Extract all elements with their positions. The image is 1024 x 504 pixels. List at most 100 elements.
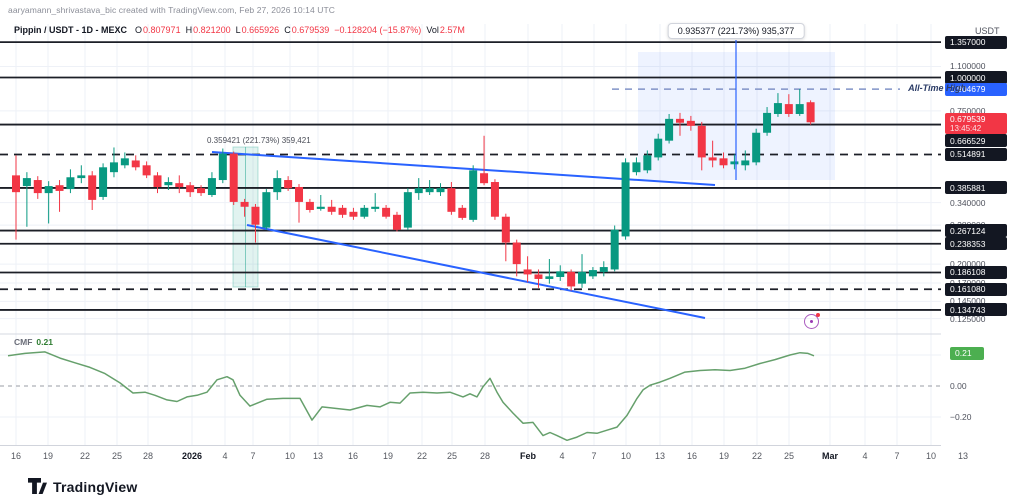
price-level-label: 0.514891 bbox=[945, 147, 1007, 161]
candle-body bbox=[175, 183, 184, 187]
candle-body bbox=[447, 188, 456, 212]
time-tick: 10 bbox=[925, 451, 936, 461]
candle-body bbox=[588, 270, 597, 277]
anchor-ring-icon bbox=[804, 314, 819, 329]
candle-body bbox=[480, 173, 489, 184]
candle-body bbox=[534, 274, 543, 279]
candle-body bbox=[523, 269, 532, 275]
price-axis[interactable]: USDT 1.1000000.7500000.3400000.2800000.2… bbox=[941, 0, 1024, 470]
candle-body bbox=[665, 118, 674, 141]
drawing-anchor-icon[interactable] bbox=[804, 313, 820, 329]
candle-body bbox=[33, 180, 42, 194]
price-level-label: 0.267124 bbox=[945, 224, 1007, 238]
candle-body bbox=[305, 201, 314, 210]
time-tick: 4 bbox=[862, 451, 868, 461]
measure-tooltip: 0.935377 (221.73%) 935,377 bbox=[667, 23, 805, 39]
time-tick: 25 bbox=[783, 451, 794, 461]
ohlc-close: C 0.679539 bbox=[284, 25, 330, 35]
trendline[interactable] bbox=[211, 151, 716, 186]
candle-body bbox=[131, 160, 140, 168]
candle-body bbox=[66, 177, 75, 190]
time-tick: 19 bbox=[382, 451, 393, 461]
candle-body bbox=[207, 178, 216, 196]
cmf-value: 0.21 bbox=[36, 337, 53, 347]
candle-body bbox=[77, 175, 86, 179]
current-price: 0.679539 bbox=[950, 113, 986, 124]
cmf-line bbox=[7, 351, 815, 442]
time-tick: 4 bbox=[222, 451, 228, 461]
candle-body bbox=[55, 185, 64, 191]
cmf-indicator-legend[interactable]: CMF 0.21 bbox=[14, 337, 53, 347]
price-axis-unit: USDT bbox=[975, 26, 1000, 36]
symbol-info-bar[interactable]: Pippin / USDT - 1D - MEXC O 0.807971 H 0.8… bbox=[14, 25, 465, 35]
candle-body bbox=[240, 201, 249, 207]
time-tick: 7 bbox=[250, 451, 256, 461]
candle-body bbox=[784, 104, 793, 114]
candle-body bbox=[414, 188, 423, 194]
price-tick: 0.340000 bbox=[950, 197, 986, 208]
cmf-name: CMF bbox=[14, 337, 33, 347]
ohlc-open: O 0.807971 bbox=[135, 25, 181, 35]
symbol-title[interactable]: Pippin / USDT - 1D - MEXC bbox=[14, 25, 128, 35]
time-tick: 19 bbox=[718, 451, 729, 461]
candle-body bbox=[567, 271, 576, 287]
candle-body bbox=[197, 188, 206, 194]
candle-body bbox=[229, 153, 238, 202]
price-change: −0.128204 (−15.87%) bbox=[334, 25, 422, 35]
candle-body bbox=[120, 158, 129, 166]
candle-body bbox=[458, 207, 467, 218]
candle-body bbox=[262, 192, 271, 228]
candle-body bbox=[360, 207, 369, 217]
time-tick: 22 bbox=[79, 451, 90, 461]
time-tick: 10 bbox=[284, 451, 295, 461]
candle-body bbox=[654, 138, 663, 158]
candle-body bbox=[512, 242, 521, 265]
all-time-high-label: All-Time High bbox=[908, 83, 966, 93]
trendline[interactable] bbox=[246, 224, 706, 319]
candle-body bbox=[109, 162, 118, 173]
price-tick: 1.100000 bbox=[950, 61, 986, 72]
price-level-label: 1.357000 bbox=[945, 35, 1007, 49]
price-tick: 0.200000 bbox=[950, 259, 986, 270]
candle-body bbox=[338, 207, 347, 215]
candle-body bbox=[392, 214, 401, 230]
candle-body bbox=[675, 118, 684, 123]
watermark-text: aaryamann_shrivastava_bic created with T… bbox=[8, 5, 336, 15]
candle-body bbox=[153, 175, 162, 187]
candle-body bbox=[218, 153, 227, 181]
candle-body bbox=[632, 162, 641, 173]
price-tick: 0.125000 bbox=[950, 313, 986, 324]
candle-body bbox=[403, 192, 412, 228]
candle-body bbox=[697, 125, 706, 158]
cmf-zero-tick: 0.00 bbox=[950, 381, 967, 391]
time-tick: 13 bbox=[957, 451, 968, 461]
anchor-dot-icon bbox=[809, 319, 813, 323]
candle-body bbox=[719, 158, 728, 166]
time-axis[interactable]: 16 19 22 25 28 2026 4 7 10 13 16 19 22 25 28 Feb 4 7 10 13 1… bbox=[0, 446, 1024, 470]
cmf-value-label: 0.21 bbox=[950, 346, 984, 360]
candle-body bbox=[621, 162, 630, 237]
time-tick: 7 bbox=[591, 451, 597, 461]
price-level-label: 0.186108 bbox=[945, 265, 1007, 279]
candle-body bbox=[44, 186, 53, 194]
time-tick: 25 bbox=[446, 451, 457, 461]
price-tick: 0.145000 bbox=[950, 296, 986, 307]
candle-body bbox=[12, 175, 20, 193]
price-level-label: 1.000000 bbox=[945, 71, 1007, 84]
time-tick: 22 bbox=[416, 451, 427, 461]
time-tick: 2026 bbox=[181, 451, 203, 461]
tradingview-logo[interactable]: TradingView bbox=[28, 478, 137, 495]
candle-body bbox=[556, 271, 565, 277]
candle-body bbox=[251, 206, 260, 225]
candle-body bbox=[686, 120, 695, 126]
candle-body bbox=[545, 276, 554, 279]
time-tick: 25 bbox=[111, 451, 122, 461]
time-tick: 28 bbox=[479, 451, 490, 461]
time-tick: 7 bbox=[894, 451, 900, 461]
candle-body bbox=[273, 178, 282, 193]
time-tick: 13 bbox=[654, 451, 665, 461]
price-level-label: 0.385881 bbox=[945, 181, 1007, 195]
tradingview-logo-text: TradingView bbox=[53, 478, 138, 495]
